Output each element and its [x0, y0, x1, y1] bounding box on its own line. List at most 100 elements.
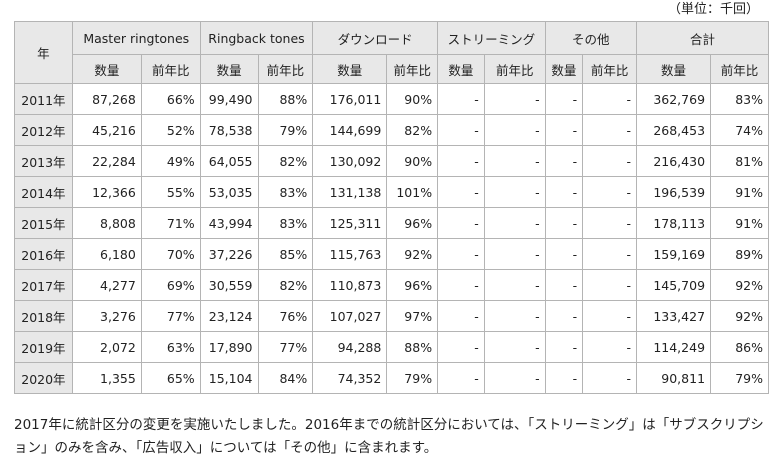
- subheader-quantity: 数量: [544, 54, 584, 84]
- subheader-quantity: 数量: [437, 54, 485, 84]
- table-cell: 74,352: [312, 362, 388, 394]
- table-cell: 83%: [257, 207, 314, 239]
- table-cell: -: [437, 331, 485, 363]
- table-cell: 89%: [710, 238, 769, 270]
- table-cell: -: [544, 176, 584, 208]
- table-cell: -: [582, 362, 637, 394]
- subheader-yoy: 前年比: [582, 54, 637, 84]
- table-cell: 77%: [257, 331, 314, 363]
- table-cell: 74%: [710, 114, 769, 146]
- table-cell: 144,699: [312, 114, 388, 146]
- group-header-streaming: ストリーミング: [437, 21, 546, 55]
- table-cell: 92%: [386, 238, 439, 270]
- table-cell: -: [582, 269, 637, 301]
- table-cell: 101%: [386, 176, 439, 208]
- table-cell: 83%: [710, 83, 769, 115]
- table-cell: 17,890: [199, 331, 259, 363]
- table-cell: -: [483, 362, 546, 394]
- table-cell: 268,453: [635, 114, 712, 146]
- table-cell: 82%: [386, 114, 439, 146]
- table-cell: 96%: [386, 207, 439, 239]
- table-cell: -: [544, 145, 584, 177]
- table-cell: 4,277: [71, 269, 142, 301]
- table-cell: 110,873: [312, 269, 388, 301]
- row-year: 2011年: [14, 83, 73, 115]
- row-year: 2017年: [14, 269, 73, 301]
- table-cell: 178,113: [635, 207, 712, 239]
- table-cell: -: [544, 362, 584, 394]
- table-cell: -: [544, 114, 584, 146]
- table-cell: 176,011: [312, 83, 388, 115]
- subheader-quantity: 数量: [312, 54, 388, 84]
- row-year: 2013年: [14, 145, 73, 177]
- table-cell: -: [582, 300, 637, 332]
- table-cell: -: [544, 238, 584, 270]
- table-cell: 90%: [386, 145, 439, 177]
- table-cell: -: [582, 176, 637, 208]
- row-year: 2016年: [14, 238, 73, 270]
- table-cell: 97%: [386, 300, 439, 332]
- table-cell: 12,366: [71, 176, 142, 208]
- table-cell: 114,249: [635, 331, 712, 363]
- table-cell: 78,538: [199, 114, 259, 146]
- table-row: 2011年 87,268 66% 99,490 88% 176,011 90% - - - -362…: [14, 83, 769, 115]
- table-cell: 216,430: [635, 145, 712, 177]
- table-cell: 133,427: [635, 300, 712, 332]
- group-header-master-ringtones: Master ringtones: [71, 21, 201, 55]
- table-cell: -: [582, 114, 637, 146]
- table-cell: -: [483, 83, 546, 115]
- table-cell: 45,216: [71, 114, 142, 146]
- table-cell: -: [437, 145, 485, 177]
- table-row: 2020年 1,355 65% 15,104 84% 74,352 79% - - - -90,81…: [14, 362, 769, 394]
- table-cell: 64,055: [199, 145, 259, 177]
- group-header-other: その他: [544, 21, 637, 55]
- row-year: 2012年: [14, 114, 73, 146]
- table-cell: 91%: [710, 176, 769, 208]
- table-row: 2012年 45,216 52% 78,538 79% 144,699 82% - - - -268…: [14, 114, 769, 146]
- table-cell: -: [483, 300, 546, 332]
- table-cell: -: [483, 238, 546, 270]
- table-cell: 115,763: [312, 238, 388, 270]
- table-cell: -: [483, 331, 546, 363]
- table-cell: 92%: [710, 300, 769, 332]
- table-cell: -: [483, 176, 546, 208]
- table-cell: 3,276: [71, 300, 142, 332]
- table-row: 2014年 12,366 55% 53,035 83% 131,138 101% - - - -19…: [14, 176, 769, 208]
- table-cell: 92%: [710, 269, 769, 301]
- table-cell: 23,124: [199, 300, 259, 332]
- table-cell: 49%: [140, 145, 201, 177]
- subheader-row: 数量 前年比 数量 前年比 数量 前年比 数量 前年比 数量 前年比 数量 前年比: [15, 54, 769, 84]
- table-cell: 88%: [257, 83, 314, 115]
- table-cell: -: [437, 176, 485, 208]
- table-cell: 70%: [140, 238, 201, 270]
- table-row: 2016年 6,180 70% 37,226 85% 115,763 92% - - - -159,…: [14, 238, 769, 270]
- table-cell: 94,288: [312, 331, 388, 363]
- table-cell: 130,092: [312, 145, 388, 177]
- table-cell: -: [544, 83, 584, 115]
- table-cell: 22,284: [71, 145, 142, 177]
- table-cell: -: [582, 207, 637, 239]
- statistics-table: 年 Master ringtones Ringback tones ダウンロード…: [14, 21, 770, 394]
- table-cell: 37,226: [199, 238, 259, 270]
- table-cell: -: [437, 238, 485, 270]
- table-cell: 79%: [710, 362, 769, 394]
- table-cell: -: [582, 238, 637, 270]
- table-cell: 79%: [386, 362, 439, 394]
- table-cell: 82%: [257, 269, 314, 301]
- subheader-quantity: 数量: [71, 54, 142, 84]
- table-cell: 63%: [140, 331, 201, 363]
- table-row: 2017年 4,277 69% 30,559 82% 110,873 96% - - - -145,…: [14, 269, 769, 301]
- table-cell: -: [483, 114, 546, 146]
- table-cell: -: [582, 83, 637, 115]
- table-cell: 55%: [140, 176, 201, 208]
- table-cell: 88%: [386, 331, 439, 363]
- table-cell: 30,559: [199, 269, 259, 301]
- row-year: 2020年: [14, 362, 73, 394]
- table-cell: 2,072: [71, 331, 142, 363]
- table-cell: -: [544, 207, 584, 239]
- table-cell: 87,268: [71, 83, 142, 115]
- table-cell: 362,769: [635, 83, 712, 115]
- row-year: 2014年: [14, 176, 73, 208]
- subheader-yoy: 前年比: [140, 54, 201, 84]
- subheader-quantity: 数量: [635, 54, 712, 84]
